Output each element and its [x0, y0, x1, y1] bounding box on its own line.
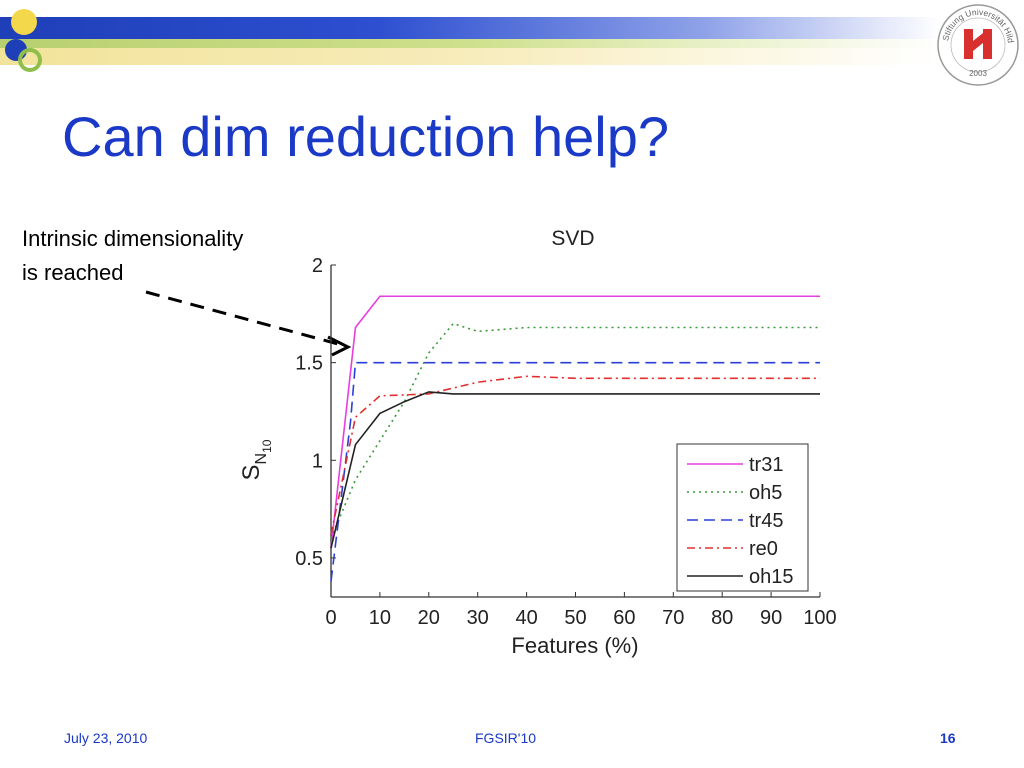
x-tick-label: 100: [803, 607, 836, 629]
header-band-blue: [0, 17, 940, 39]
series-line-tr31: [330, 295, 820, 549]
header-band-yellow: [0, 48, 940, 65]
series-line-oh15: [330, 391, 820, 549]
x-tick-label: 50: [564, 607, 586, 629]
legend-label-re0: re0: [749, 538, 778, 560]
footer-page-number: 16: [940, 730, 956, 746]
x-axis-label: Features (%): [511, 633, 638, 658]
y-tick-label: 1: [312, 450, 323, 472]
x-tick-label: 10: [369, 607, 391, 629]
x-tick-label: 0: [325, 607, 336, 629]
chart-title: SVD: [551, 227, 594, 250]
series-line-oh5: [330, 322, 820, 539]
legend-label-tr31: tr31: [749, 454, 783, 476]
legend-label-oh15: oh15: [749, 566, 794, 588]
annotation-line-1: Intrinsic dimensionality: [22, 226, 244, 251]
y-tick-label: 2: [312, 255, 323, 277]
x-tick-label: 90: [760, 607, 782, 629]
yellow-circle-icon: [11, 9, 37, 35]
x-tick-label: 60: [613, 607, 635, 629]
series-line-tr45: [330, 361, 820, 582]
header-band-green: [0, 39, 940, 48]
decorative-circles: [5, 9, 42, 72]
x-tick-label: 20: [418, 607, 440, 629]
x-tick-label: 70: [662, 607, 684, 629]
annotation: Intrinsic dimensionality is reached: [22, 222, 243, 290]
chart-axes: 0 10 20 30 40 50 60 70 80 90 100 0.5 1 1.5 2: [295, 255, 837, 629]
chart-series: [330, 295, 820, 582]
x-tick-label: 80: [711, 607, 733, 629]
green-ring-icon: [18, 48, 42, 72]
logo-year: 2003: [969, 69, 987, 78]
x-tick-label: 30: [467, 607, 489, 629]
y-axis-label-subsub: 10: [260, 439, 274, 453]
x-tick-label: 40: [515, 607, 537, 629]
y-axis-label: SN10: [238, 439, 274, 480]
y-axis-label-sub: N: [253, 453, 270, 465]
y-tick-label: 0.5: [295, 548, 323, 570]
y-axis-label-base: S: [238, 464, 265, 480]
y-tick-label: 1.5: [295, 353, 323, 375]
chart-legend: tr31 oh5 tr45 re0 oh15: [676, 443, 809, 592]
footer-conference: FGSIR'10: [475, 730, 537, 746]
svd-chart: SVD 0 10 20 30 40 50 60 70 80 90 100 0.5 1 1.5 2 tr31 o…: [238, 227, 837, 658]
legend-label-oh5: oh5: [749, 482, 782, 504]
footer-date: July 23, 2010: [64, 730, 148, 746]
slide-title: Can dim reduction help?: [62, 105, 670, 168]
annotation-line-2: is reached: [22, 260, 124, 285]
university-logo: Stiftung Universität Hildesheim 2003: [936, 3, 1019, 86]
legend-box: [676, 443, 809, 592]
legend-label-tr45: tr45: [749, 510, 783, 532]
svg-text:SN10: SN10: [238, 439, 274, 480]
